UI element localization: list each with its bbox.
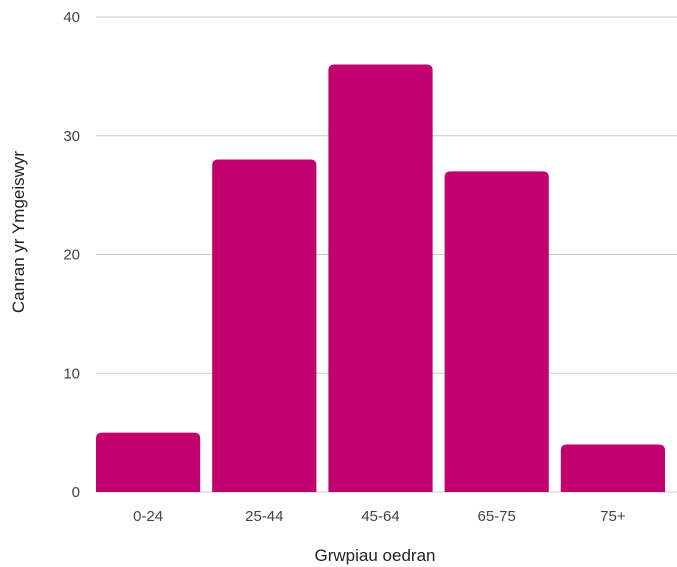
- x-tick-label: 45-64: [361, 508, 399, 525]
- y-tick-label: 30: [63, 128, 80, 145]
- x-tick-label: 25-44: [245, 508, 283, 525]
- y-tick-label: 40: [63, 9, 80, 26]
- x-axis-title: Grwpiau oedran: [315, 546, 436, 565]
- bar-0-24: [96, 432, 201, 492]
- y-axis-title: Canran yr Ymgeiswyr: [9, 151, 28, 314]
- bar-65-75: [444, 171, 549, 492]
- y-tick-label: 0: [72, 484, 80, 501]
- y-tick-label: 20: [63, 247, 80, 264]
- x-axis-ticks: 0-24 25-44 45-64 65-75 75+: [133, 508, 626, 525]
- x-tick-label: 0-24: [133, 508, 163, 525]
- x-tick-label: 75+: [600, 508, 626, 525]
- bar-45-64: [328, 64, 433, 492]
- x-tick-label: 65-75: [478, 508, 516, 525]
- bar-75+: [560, 444, 665, 492]
- y-axis-ticks: 0 10 20 30 40: [63, 9, 80, 501]
- bars: [96, 64, 665, 492]
- y-tick-label: 10: [63, 365, 80, 382]
- bar-25-44: [212, 159, 317, 492]
